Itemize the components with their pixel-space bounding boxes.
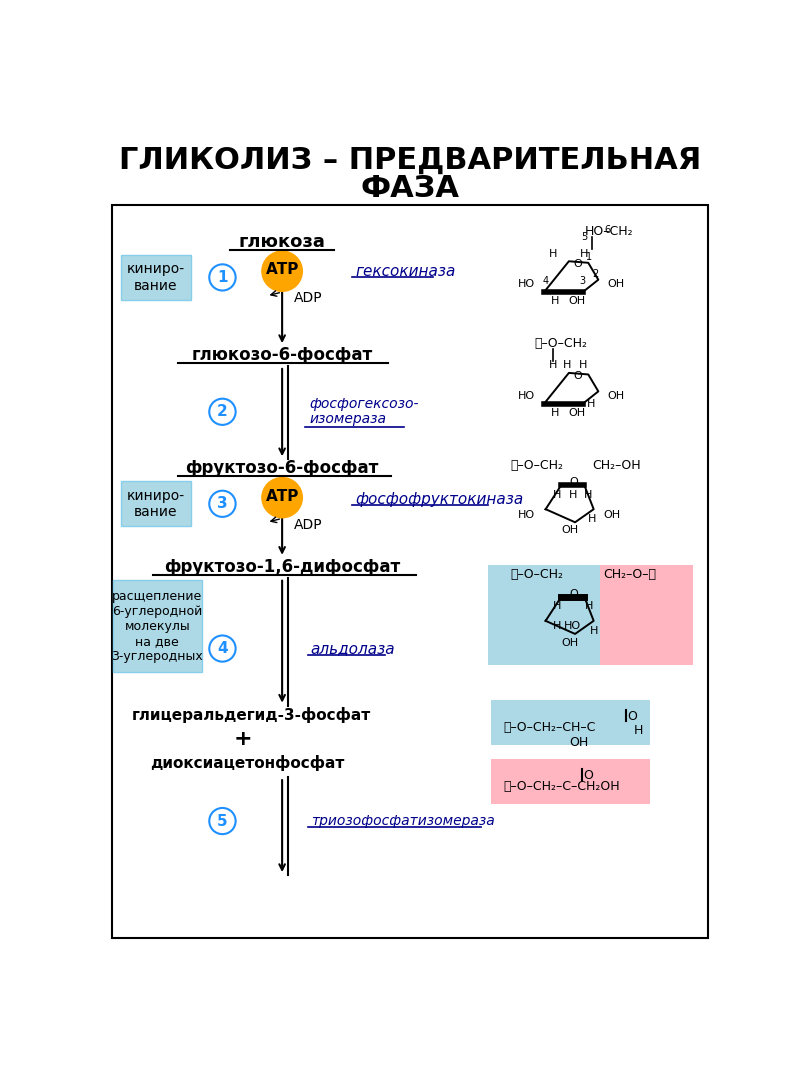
Text: O: O (569, 477, 578, 488)
FancyBboxPatch shape (112, 205, 708, 938)
Circle shape (210, 808, 236, 834)
Text: ФАЗА: ФАЗА (361, 174, 459, 203)
Text: OH: OH (562, 525, 579, 535)
Text: H: H (563, 361, 571, 370)
Text: HO: HO (518, 280, 534, 289)
FancyBboxPatch shape (121, 255, 190, 300)
Circle shape (210, 636, 236, 662)
Text: OH: OH (604, 510, 621, 520)
FancyBboxPatch shape (491, 760, 650, 805)
Text: H: H (634, 724, 643, 737)
Text: 2: 2 (592, 269, 598, 278)
Text: HO–CH₂: HO–CH₂ (584, 225, 633, 239)
Text: АТР: АТР (266, 262, 299, 277)
Text: H: H (586, 399, 594, 409)
Text: изомераза: изомераза (310, 413, 386, 427)
Text: гексокиназа: гексокиназа (356, 264, 456, 278)
FancyBboxPatch shape (487, 564, 600, 665)
Text: 5: 5 (217, 813, 228, 829)
Circle shape (210, 491, 236, 516)
Text: фосфогексозо-: фосфогексозо- (310, 397, 418, 411)
Text: 4: 4 (542, 276, 549, 286)
Text: 2: 2 (217, 404, 228, 419)
Text: фруктозо-1,6-дифосфат: фруктозо-1,6-дифосфат (164, 558, 400, 576)
Text: OH: OH (569, 736, 588, 749)
Circle shape (261, 251, 303, 292)
Text: HO: HO (564, 621, 582, 632)
Text: 1: 1 (586, 252, 592, 261)
Text: CH₂–OH: CH₂–OH (592, 459, 641, 472)
Text: Ⓟ–O–CH₂–CH–C: Ⓟ–O–CH₂–CH–C (503, 720, 595, 734)
Text: киниро-
вание: киниро- вание (126, 262, 185, 292)
Text: H: H (549, 361, 558, 370)
FancyBboxPatch shape (113, 580, 202, 672)
Text: глюкоза: глюкоза (238, 233, 326, 251)
Text: H: H (578, 361, 587, 370)
FancyBboxPatch shape (491, 700, 650, 745)
Text: OH: OH (608, 391, 625, 401)
Text: OH: OH (568, 297, 585, 306)
Text: альдолаза: альдолаза (310, 641, 395, 656)
Text: H: H (553, 621, 562, 632)
Text: киниро-
вание: киниро- вание (126, 489, 185, 519)
Text: H: H (549, 249, 558, 258)
Text: O: O (574, 371, 582, 381)
Text: H: H (588, 514, 596, 524)
Text: 5: 5 (582, 233, 587, 242)
Text: O: O (574, 259, 582, 269)
Text: триозофосфатизомераза: триозофосфатизомераза (310, 814, 494, 828)
Text: 3: 3 (217, 496, 228, 511)
Text: H: H (550, 297, 559, 306)
Text: ADP: ADP (294, 517, 322, 531)
Text: CH₂–O–Ⓟ: CH₂–O–Ⓟ (604, 568, 657, 582)
Text: H: H (550, 408, 559, 418)
Text: HO: HO (518, 510, 534, 520)
Text: 4: 4 (217, 641, 228, 656)
Text: АТР: АТР (266, 489, 299, 504)
FancyBboxPatch shape (121, 481, 190, 526)
Text: OH: OH (568, 408, 585, 418)
Text: H: H (569, 490, 577, 499)
Text: H: H (584, 490, 593, 499)
Text: глицеральдегид-3-фосфат: глицеральдегид-3-фосфат (131, 706, 370, 722)
Text: Ⓟ–O–CH₂: Ⓟ–O–CH₂ (534, 337, 587, 350)
Circle shape (210, 265, 236, 290)
Text: H: H (553, 490, 562, 499)
Text: расщепление
6-углеродной
молекулы
на две
3-углеродных: расщепление 6-углеродной молекулы на две… (111, 590, 203, 663)
Text: фруктозо-6-фосфат: фруктозо-6-фосфат (186, 460, 379, 477)
Text: Ⓟ–O–CH₂–C–CH₂OH: Ⓟ–O–CH₂–C–CH₂OH (503, 780, 620, 793)
Text: +: + (234, 729, 253, 749)
Text: Ⓟ–O–CH₂: Ⓟ–O–CH₂ (510, 568, 564, 582)
Text: O: O (627, 710, 637, 722)
Text: H: H (590, 626, 598, 636)
Circle shape (210, 399, 236, 425)
Text: H: H (553, 601, 562, 611)
Text: O: O (583, 769, 593, 782)
Text: 1: 1 (218, 270, 228, 285)
Text: 6: 6 (605, 225, 610, 235)
Text: ADP: ADP (294, 291, 322, 305)
Text: ГЛИКОЛИЗ – ПРЕДВАРИТЕЛЬНАЯ: ГЛИКОЛИЗ – ПРЕДВАРИТЕЛЬНАЯ (119, 146, 701, 175)
Text: диоксиацетонфосфат: диоксиацетонфосфат (150, 755, 345, 771)
Text: 3: 3 (580, 276, 586, 286)
Text: Ⓟ–O–CH₂: Ⓟ–O–CH₂ (510, 459, 564, 472)
Circle shape (261, 477, 303, 519)
Text: H: H (585, 601, 594, 611)
Text: глюкозо-6-фосфат: глюкозо-6-фосфат (191, 346, 373, 364)
Text: O: O (569, 589, 578, 599)
Text: OH: OH (608, 280, 625, 289)
Text: H: H (580, 249, 589, 258)
FancyBboxPatch shape (600, 564, 693, 665)
Text: OH: OH (562, 638, 579, 648)
Text: фосфофруктокиназа: фосфофруктокиназа (356, 492, 524, 507)
Text: HO: HO (518, 391, 534, 401)
